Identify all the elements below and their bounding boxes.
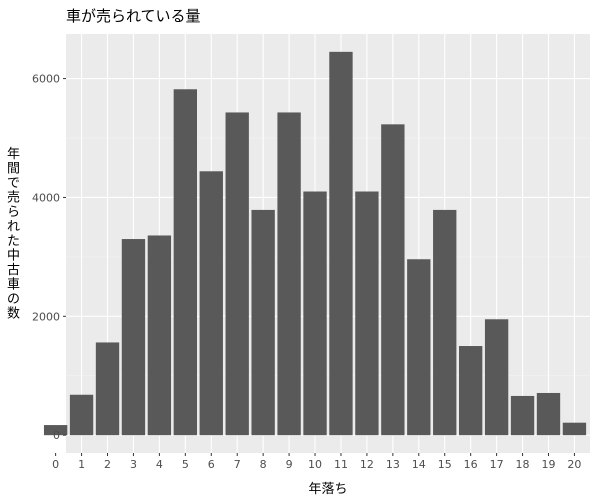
x-tick-label: 11	[334, 458, 348, 471]
x-tick-label: 2	[104, 458, 111, 471]
bar-19	[536, 392, 561, 436]
x-tick-label: 19	[541, 458, 555, 471]
bar-6	[199, 171, 223, 436]
bar-14	[407, 259, 431, 436]
x-tick-label: 6	[208, 458, 215, 471]
x-axis: 0 1 2 3 4 5 6 7 8 9 10 11 12 13 14 15 16 17 18 19 20	[52, 453, 581, 471]
chart-title: 車が売られている量	[66, 7, 201, 25]
x-tick-label: 14	[412, 458, 426, 471]
bar-13	[381, 124, 405, 436]
bar-18	[510, 395, 535, 436]
y-axis-title: 年間で売られた中古車の数	[7, 147, 20, 322]
bar-5	[173, 89, 197, 436]
x-tick-label: 13	[386, 458, 400, 471]
y-tick-label: 4000	[32, 191, 60, 204]
bar-7	[225, 112, 249, 436]
bar-11	[329, 51, 353, 436]
y-tick-label: 2000	[32, 310, 60, 323]
x-tick-label: 0	[52, 458, 59, 471]
x-tick-label: 12	[360, 458, 374, 471]
bar-9	[277, 112, 301, 436]
bar-1	[69, 394, 94, 436]
x-tick-label: 3	[130, 458, 137, 471]
bar-12	[355, 191, 379, 436]
bar-0	[43, 425, 68, 436]
y-tick-label: 6000	[32, 73, 60, 86]
bar-16	[459, 346, 483, 436]
bar-17	[484, 319, 509, 436]
y-tick-label: 0	[53, 429, 60, 442]
x-tick-label: 16	[464, 458, 478, 471]
x-tick-label: 18	[516, 458, 530, 471]
bar-2	[95, 342, 120, 436]
x-tick-label: 20	[567, 458, 581, 471]
x-tick-label: 15	[438, 458, 452, 471]
bars	[43, 51, 587, 436]
x-axis-title: 年落ち	[308, 482, 347, 497]
bar-20	[562, 422, 587, 436]
x-tick-label: 8	[260, 458, 267, 471]
x-tick-label: 10	[308, 458, 322, 471]
x-tick-label: 17	[490, 458, 504, 471]
x-tick-label: 9	[286, 458, 293, 471]
bar-10	[303, 191, 327, 436]
x-tick-label: 1	[78, 458, 85, 471]
x-tick-label: 4	[156, 458, 163, 471]
bar-8	[251, 209, 275, 436]
bar-15	[433, 209, 457, 436]
bar-4	[147, 235, 172, 436]
y-axis: 0 2000 4000 6000	[32, 73, 66, 442]
x-tick-label: 5	[182, 458, 189, 471]
x-tick-label: 7	[234, 458, 241, 471]
bar-3	[121, 239, 146, 436]
